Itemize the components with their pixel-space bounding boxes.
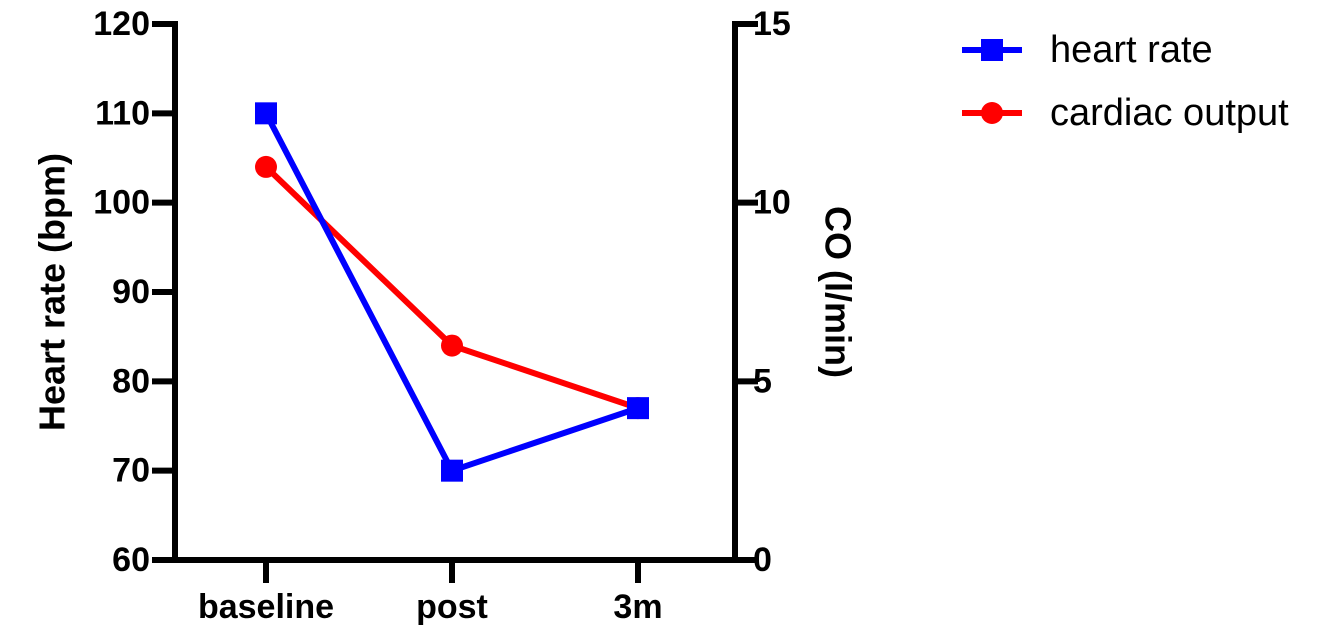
legend-marker: [981, 102, 1003, 124]
left-axis-tick-label: 110: [95, 94, 150, 132]
data-point-heart-rate: [627, 397, 649, 420]
data-point-cardiac-output: [441, 334, 463, 357]
left-axis-tick-label: 60: [112, 541, 150, 579]
x-axis-tick-label: 3m: [613, 588, 662, 626]
legend: heart rate cardiac output: [962, 29, 1289, 134]
data-point-cardiac-output: [255, 155, 277, 178]
left-axis-tick-label: 90: [112, 273, 150, 311]
left-axis-title: Heart rate (bpm): [32, 153, 73, 431]
right-axis-tick-label: 15: [753, 5, 791, 43]
left-axis-tick-label: 80: [112, 362, 150, 400]
series-line-cardiac-output: [263, 164, 639, 411]
left-axis-tick-label: 120: [93, 5, 150, 43]
data-point-heart-rate: [255, 102, 277, 125]
left-axis-tick-label: 100: [93, 184, 150, 222]
x-axis-tick-label: baseline: [198, 588, 334, 626]
right-axis-tick-label: 10: [753, 184, 791, 222]
x-axis-tick-label: post: [416, 588, 488, 626]
legend-marker: [981, 39, 1003, 61]
data-point-heart-rate: [441, 459, 463, 482]
legend-label: cardiac output: [1050, 92, 1289, 134]
right-axis-tick-label: 0: [753, 541, 772, 579]
right-axis-tick-label: 5: [753, 362, 772, 400]
left-axis-tick-label: 70: [112, 452, 150, 490]
axes-group: 120 110 100 90 80 70 60 15 10 5 0 baseline post 3m Hea…: [32, 5, 859, 626]
right-axis-title: CO (l/min): [818, 206, 859, 378]
legend-label: heart rate: [1050, 29, 1213, 71]
series-group: [255, 102, 649, 482]
series-line-heart-rate: [263, 111, 639, 474]
